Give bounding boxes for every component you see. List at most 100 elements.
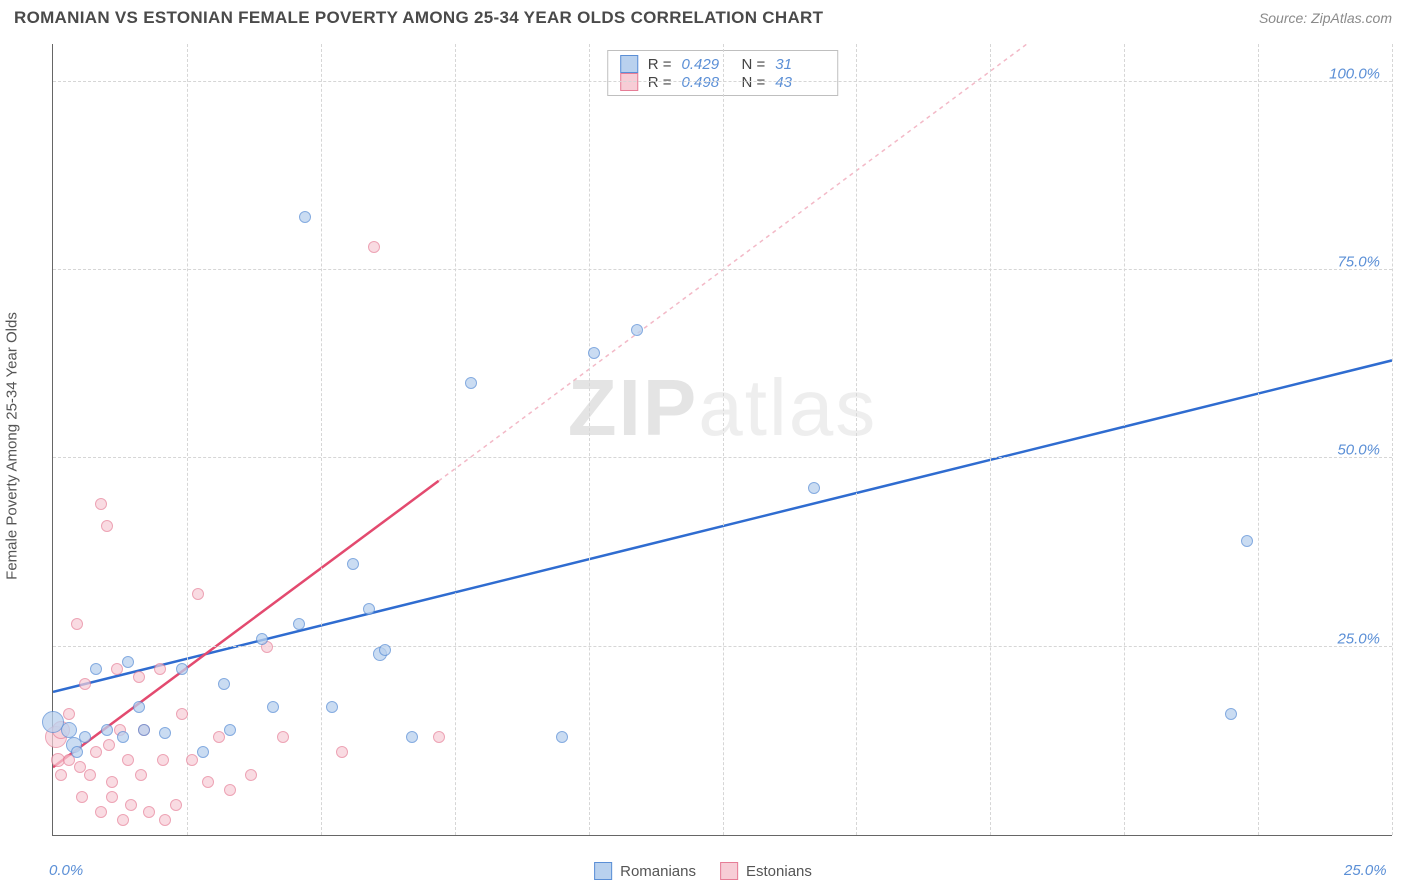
- data-point: [433, 731, 445, 743]
- data-point: [406, 731, 418, 743]
- data-point: [122, 754, 134, 766]
- data-point: [379, 644, 391, 656]
- data-point: [101, 520, 113, 532]
- data-point: [133, 671, 145, 683]
- data-point: [79, 678, 91, 690]
- data-point: [277, 731, 289, 743]
- gridline-v: [990, 44, 991, 835]
- legend-r-value: 0.429: [682, 56, 732, 73]
- data-point: [1225, 708, 1237, 720]
- data-point: [63, 708, 75, 720]
- gridline-v: [1392, 44, 1393, 835]
- gridline-v: [589, 44, 590, 835]
- gridline-v: [723, 44, 724, 835]
- gridline-v: [321, 44, 322, 835]
- data-point: [143, 806, 155, 818]
- data-point: [224, 724, 236, 736]
- data-point: [101, 724, 113, 736]
- data-point: [202, 776, 214, 788]
- legend-r-value: 0.498: [682, 74, 732, 91]
- legend-item: Estonians: [720, 862, 812, 880]
- y-tick-label: 75.0%: [1337, 254, 1380, 271]
- data-point: [90, 746, 102, 758]
- data-point: [95, 806, 107, 818]
- data-point: [176, 663, 188, 675]
- data-point: [176, 708, 188, 720]
- chart-title: ROMANIAN VS ESTONIAN FEMALE POVERTY AMON…: [14, 8, 823, 28]
- y-tick-label: 100.0%: [1329, 65, 1380, 82]
- data-point: [154, 663, 166, 675]
- y-tick-label: 25.0%: [1337, 630, 1380, 647]
- data-point: [55, 769, 67, 781]
- data-point: [556, 731, 568, 743]
- data-point: [192, 588, 204, 600]
- data-point: [368, 241, 380, 253]
- data-point: [588, 347, 600, 359]
- data-point: [106, 791, 118, 803]
- data-point: [103, 739, 115, 751]
- data-point: [71, 746, 83, 758]
- gridline-v: [1258, 44, 1259, 835]
- legend-n-value: 31: [775, 56, 825, 73]
- data-point: [186, 754, 198, 766]
- data-point: [76, 791, 88, 803]
- data-point: [267, 701, 279, 713]
- y-tick-label: 50.0%: [1337, 442, 1380, 459]
- legend-r-label: R =: [648, 74, 672, 91]
- legend-n-label: N =: [742, 74, 766, 91]
- data-point: [808, 482, 820, 494]
- data-point: [218, 678, 230, 690]
- data-point: [122, 656, 134, 668]
- legend-r-label: R =: [648, 56, 672, 73]
- data-point: [159, 814, 171, 826]
- data-point: [170, 799, 182, 811]
- data-point: [135, 769, 147, 781]
- data-point: [336, 746, 348, 758]
- data-point: [245, 769, 257, 781]
- data-point: [1241, 535, 1253, 547]
- legend-label: Romanians: [620, 863, 696, 880]
- data-point: [293, 618, 305, 630]
- gridline-v: [455, 44, 456, 835]
- plot-area: ZIPatlas R =0.429N =31R =0.498N =43 25.0…: [52, 44, 1392, 836]
- legend-swatch: [720, 862, 738, 880]
- data-point: [631, 324, 643, 336]
- data-point: [74, 761, 86, 773]
- y-axis-label: Female Poverty Among 25-34 Year Olds: [4, 312, 21, 580]
- data-point: [326, 701, 338, 713]
- data-point: [159, 727, 171, 739]
- data-point: [465, 377, 477, 389]
- legend-n-value: 43: [775, 74, 825, 91]
- data-point: [95, 498, 107, 510]
- data-point: [224, 784, 236, 796]
- data-point: [157, 754, 169, 766]
- legend-swatch: [620, 55, 638, 73]
- data-point: [117, 814, 129, 826]
- data-point: [117, 731, 129, 743]
- data-point: [256, 633, 268, 645]
- data-point: [71, 618, 83, 630]
- gridline-v: [1124, 44, 1125, 835]
- legend-swatch: [620, 73, 638, 91]
- data-point: [213, 731, 225, 743]
- legend-swatch: [594, 862, 612, 880]
- data-point: [347, 558, 359, 570]
- data-point: [125, 799, 137, 811]
- x-tick-label: 25.0%: [1344, 862, 1387, 879]
- data-point: [61, 722, 77, 738]
- source-attribution: Source: ZipAtlas.com: [1259, 10, 1392, 26]
- data-point: [90, 663, 102, 675]
- data-point: [138, 724, 150, 736]
- data-point: [299, 211, 311, 223]
- legend-item: Romanians: [594, 862, 696, 880]
- data-point: [133, 701, 145, 713]
- data-point: [197, 746, 209, 758]
- gridline-v: [856, 44, 857, 835]
- data-point: [79, 731, 91, 743]
- data-point: [363, 603, 375, 615]
- x-tick-label: 0.0%: [49, 862, 83, 879]
- data-point: [106, 776, 118, 788]
- legend-n-label: N =: [742, 56, 766, 73]
- data-point: [84, 769, 96, 781]
- trend-extension: [439, 44, 1392, 481]
